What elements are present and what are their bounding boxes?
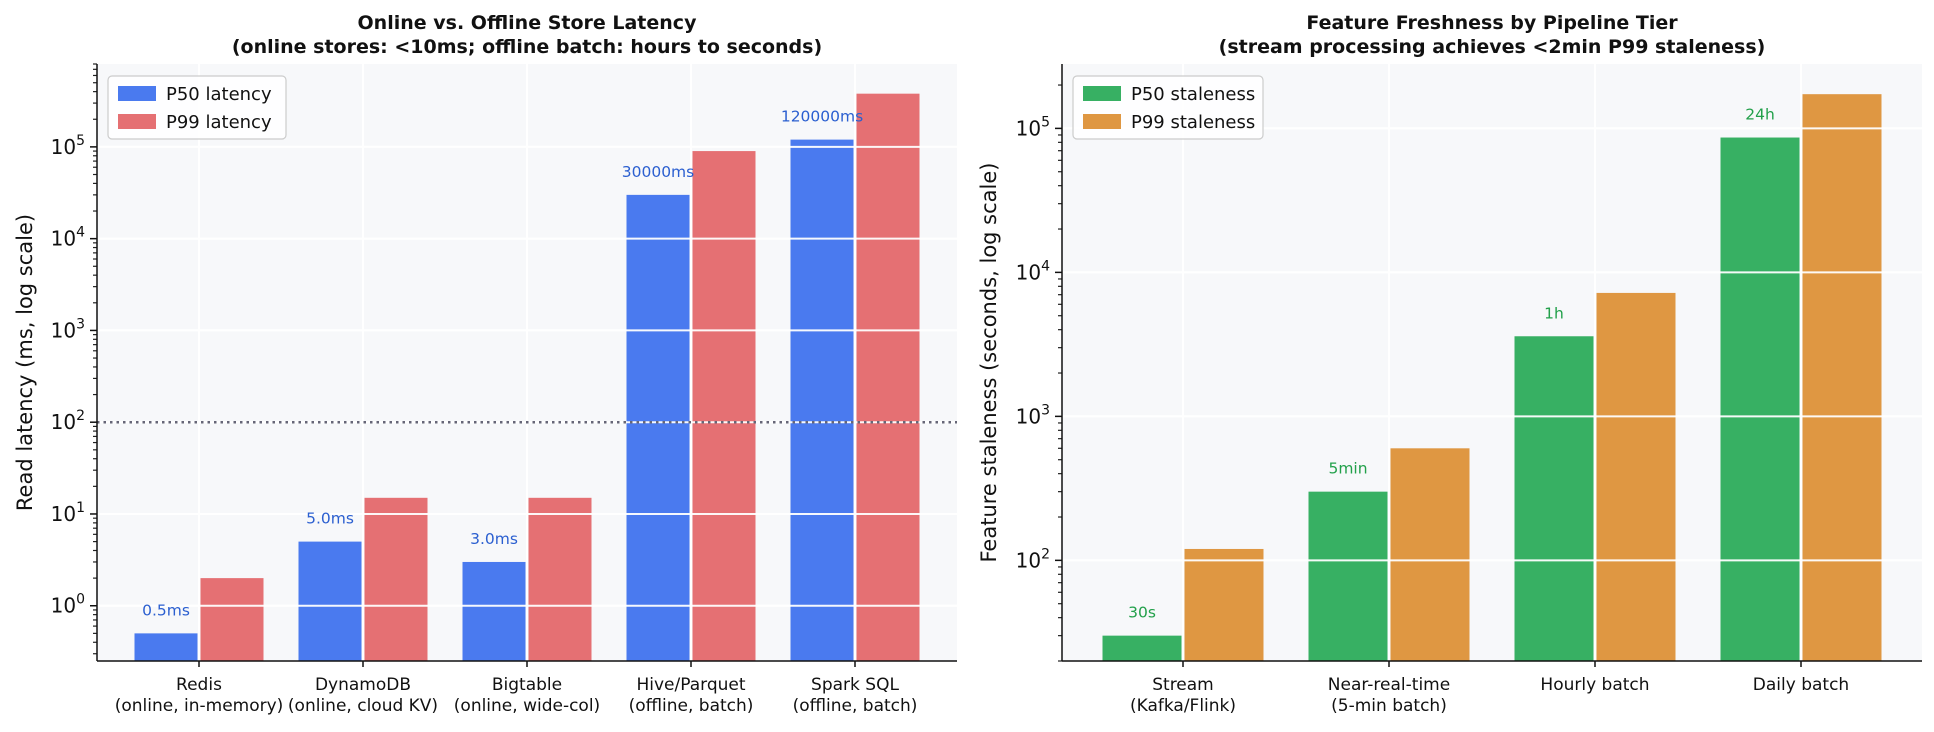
x-tick-label: DynamoDB (315, 675, 411, 695)
chart-subtitle: (stream processing achieves <2min P99 st… (1219, 36, 1766, 58)
bar (200, 578, 264, 661)
data-label: 30s (1128, 604, 1156, 622)
data-label: 30000ms (622, 163, 694, 181)
series-p50-staleness (1102, 137, 1800, 661)
chart-1: 0.5ms 5.0ms 3.0ms 30000ms 120000ms 100 101 102 1… (13, 12, 957, 716)
chart-title: Feature Freshness by Pipeline Tier (1306, 12, 1678, 34)
y-tick-label: 102 (51, 408, 85, 434)
x-tick-label: (offline, batch) (793, 696, 918, 716)
y-tick-label: 104 (1016, 258, 1050, 284)
data-label: 24h (1745, 106, 1775, 124)
data-label: 5min (1328, 460, 1367, 478)
bar (364, 497, 428, 661)
bar (298, 541, 362, 661)
x-tick-label: Spark SQL (811, 675, 899, 695)
legend-swatch (1083, 86, 1121, 101)
y-tick-label: 104 (51, 225, 85, 251)
bar (692, 151, 756, 662)
y-tick-label: 103 (51, 316, 85, 342)
bar (462, 561, 526, 661)
x-tick-label: (offline, batch) (629, 696, 754, 716)
bar (1308, 491, 1388, 661)
y-tick-label: 103 (1016, 402, 1050, 428)
y-axis-label: Read latency (ms, log scale) (13, 214, 37, 511)
bar (1596, 292, 1676, 661)
series-p99-staleness (1184, 94, 1882, 661)
legend-swatch (118, 114, 156, 129)
bar (1390, 448, 1470, 661)
bar (856, 93, 920, 661)
legend-label: P99 staleness (1131, 112, 1255, 133)
y-tick-label: 100 (51, 592, 85, 618)
x-tick-label: Near-real-time (1328, 675, 1450, 695)
bar (626, 194, 690, 661)
legend-swatch (118, 86, 156, 101)
data-label: 120000ms (781, 108, 863, 126)
series-p99-latency (200, 93, 920, 662)
x-tick-label: Stream (1152, 675, 1214, 695)
bar (1720, 137, 1800, 661)
x-tick-label: (online, in-memory) (115, 696, 284, 716)
y-tick-label: 105 (51, 133, 85, 159)
series-p50-latency (134, 139, 854, 662)
bar (1802, 94, 1882, 661)
data-label: 1h (1544, 304, 1564, 322)
x-tick-label: (5-min batch) (1331, 696, 1447, 716)
bar (1102, 635, 1182, 661)
chart-2: 30s 5min 1h 24h 102 103 104 105 Stream(Kafka/Fli… (977, 12, 1922, 716)
data-label: 3.0ms (470, 530, 518, 548)
legend-swatch (1083, 114, 1121, 129)
x-tick-label: (online, wide-col) (454, 696, 600, 716)
x-tick-label: Daily batch (1753, 675, 1849, 695)
data-label: 5.0ms (306, 510, 354, 528)
x-tick-label: Hourly batch (1540, 675, 1649, 695)
y-axis-label: Feature staleness (seconds, log scale) (977, 163, 1001, 563)
bar (1514, 336, 1594, 661)
x-tick-label: Redis (176, 675, 222, 695)
data-label: 0.5ms (142, 601, 190, 619)
y-tick-label: 102 (1016, 546, 1050, 572)
bar (528, 497, 592, 661)
x-tick-label: (Kafka/Flink) (1130, 696, 1236, 716)
bar (134, 633, 198, 661)
bar (1184, 548, 1264, 661)
bar (790, 139, 854, 662)
x-tick-label: (online, cloud KV) (288, 696, 438, 716)
y-tick-label: 101 (51, 500, 85, 526)
chart-subtitle: (online stores: <10ms; offline batch: ho… (232, 36, 822, 58)
x-tick-label: Bigtable (492, 675, 562, 695)
legend: P50 latency P99 latency (107, 75, 287, 140)
y-tick-label: 105 (1016, 114, 1050, 140)
legend-label: P50 staleness (1131, 84, 1255, 105)
legend: P50 staleness P99 staleness (1072, 75, 1264, 140)
legend-label: P50 latency (166, 84, 272, 105)
chart-title: Online vs. Offline Store Latency (358, 12, 698, 34)
legend-label: P99 latency (166, 112, 272, 133)
x-tick-label: Hive/Parquet (636, 675, 745, 695)
